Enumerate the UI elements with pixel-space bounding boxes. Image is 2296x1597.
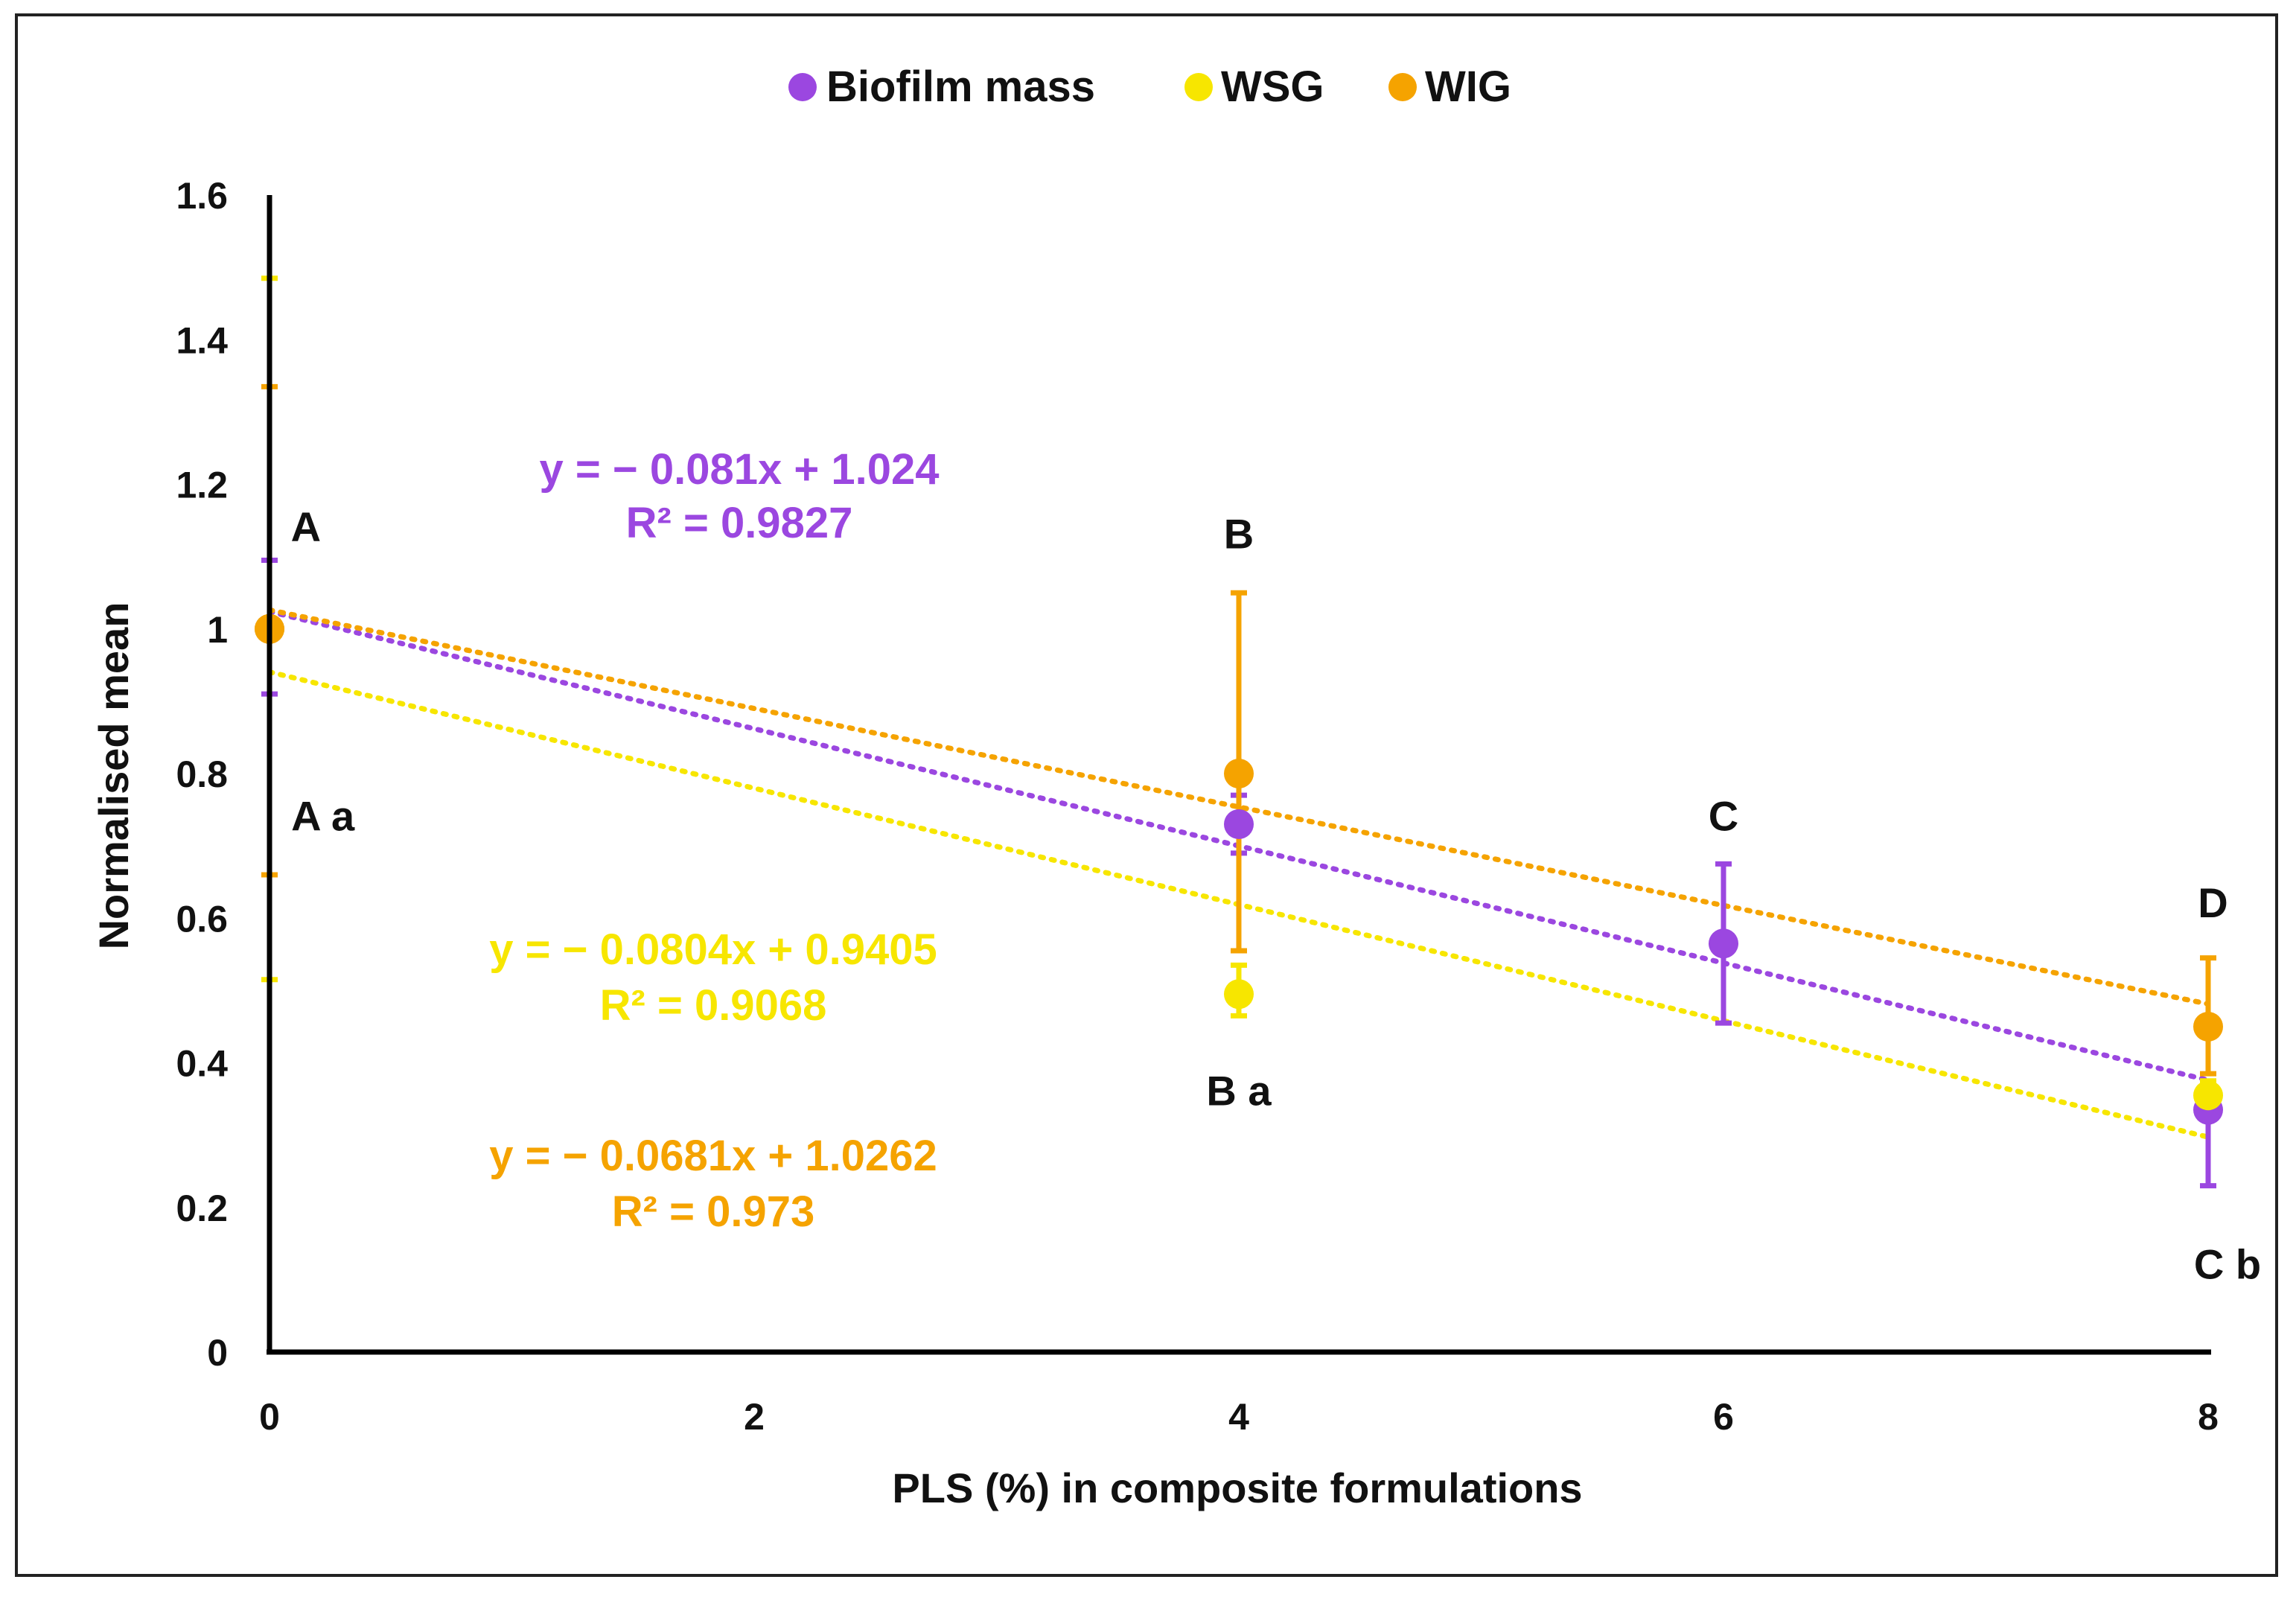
- y-tick-label: 1.6: [176, 175, 228, 217]
- data-point-biofilm-mass: [1709, 928, 1738, 959]
- y-tick-label: 0.8: [176, 753, 228, 795]
- data-point-wsg: [1224, 979, 1254, 1010]
- significance-annotations: A A a B B a C D C b: [291, 503, 2262, 1288]
- data-point-wsg: [2193, 1080, 2223, 1111]
- legend-label-wig: WIG: [1425, 63, 1511, 111]
- y-tick-label: 0.4: [176, 1043, 228, 1085]
- annotation-label: C: [1709, 792, 1738, 839]
- x-axis-title: PLS (%) in composite formulations: [892, 1464, 1582, 1511]
- legend-marker-biofilm-mass: [788, 73, 817, 101]
- trend-equation-biofilm-mass: y = − 0.081x + 1.024: [540, 445, 940, 494]
- y-axis-title: Normalised mean: [90, 602, 137, 950]
- annotation-label: A: [291, 503, 321, 550]
- legend: Biofilm mass WSG WIG: [788, 63, 1511, 111]
- y-tick-label: 1.2: [176, 465, 228, 506]
- data-point-wig: [2193, 1011, 2223, 1042]
- trend-equation-wig: y = − 0.0681x + 1.0262: [489, 1132, 937, 1180]
- y-tick-label: 0.2: [176, 1188, 228, 1229]
- annotation-label: A a: [291, 792, 355, 839]
- y-tick-label: 1: [207, 609, 228, 651]
- y-tick-label: 0.6: [176, 898, 228, 940]
- x-tick-label: 8: [2198, 1396, 2219, 1438]
- annotation-label: C b: [2194, 1240, 2261, 1287]
- y-tick-label: 0: [207, 1332, 228, 1374]
- trend-r2-biofilm-mass: R² = 0.9827: [626, 499, 853, 547]
- annotation-label: B a: [1206, 1067, 1272, 1114]
- legend-label-wsg: WSG: [1221, 63, 1324, 111]
- data-point-wig: [1224, 759, 1254, 788]
- legend-label-biofilm-mass: Biofilm mass: [826, 63, 1095, 111]
- x-tick-label: 0: [259, 1396, 280, 1438]
- y-tick-labels: 0 0.2 0.4 0.6 0.8 1 1.2 1.4 1.6: [176, 175, 228, 1374]
- data-marks: [255, 275, 2223, 1189]
- legend-marker-wsg: [1184, 73, 1213, 101]
- trend-r2-wig: R² = 0.973: [612, 1188, 814, 1236]
- x-tick-label: 4: [1228, 1396, 1249, 1438]
- annotation-label: D: [2198, 879, 2228, 926]
- data-point-biofilm-mass: [1224, 809, 1254, 839]
- x-tick-labels: 0 2 4 6 8: [259, 1396, 2219, 1438]
- x-tick-label: 6: [1713, 1396, 1734, 1438]
- x-tick-label: 2: [744, 1396, 765, 1438]
- annotation-label: B: [1224, 510, 1254, 557]
- chart-frame: [15, 13, 2278, 1577]
- trend-equation-wsg: y = − 0.0804x + 0.9405: [489, 925, 937, 974]
- legend-marker-wig: [1388, 73, 1417, 101]
- trend-r2-wsg: R² = 0.9068: [600, 981, 827, 1030]
- y-tick-label: 1.4: [176, 319, 228, 361]
